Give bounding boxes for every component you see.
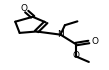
Text: O: O xyxy=(92,38,99,46)
Text: O: O xyxy=(72,51,79,60)
Text: N: N xyxy=(57,30,64,39)
Text: O: O xyxy=(20,4,27,13)
